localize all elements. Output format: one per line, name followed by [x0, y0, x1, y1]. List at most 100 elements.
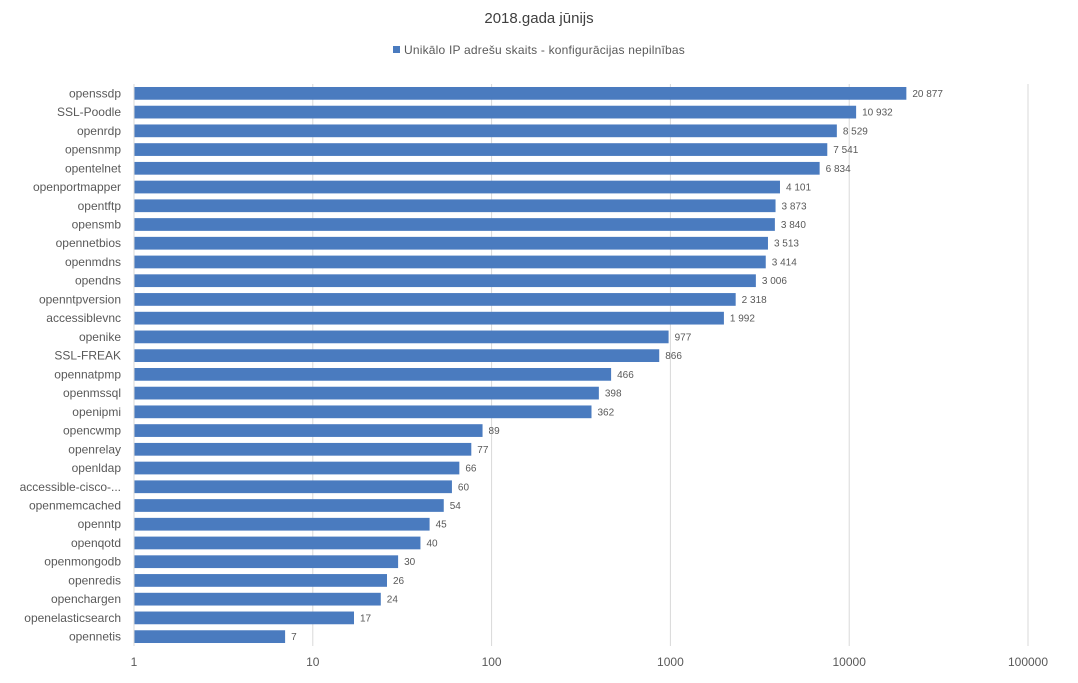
bar	[134, 592, 381, 606]
bar	[134, 517, 430, 531]
category-label: openmssql	[63, 386, 121, 400]
data-label: 54	[450, 501, 462, 512]
category-label: openrelay	[68, 442, 121, 456]
bar	[134, 180, 780, 194]
category-label: openrdp	[77, 124, 121, 138]
bar	[134, 442, 472, 456]
x-tick-label: 1	[131, 655, 138, 669]
category-label: openelasticsearch	[24, 611, 121, 625]
category-label: opensmb	[72, 218, 122, 232]
data-label: 45	[436, 520, 448, 531]
data-label: 40	[426, 538, 438, 549]
legend-swatch	[393, 46, 400, 53]
bar	[134, 86, 907, 100]
bar	[134, 424, 483, 437]
data-label: 3 414	[772, 257, 797, 268]
category-label: openldap	[72, 461, 122, 475]
bar	[134, 330, 669, 344]
data-label: 89	[489, 426, 501, 437]
category-label: accessiblevnc	[46, 311, 121, 325]
legend: Unikālo IP adrešu skaits - konfigurācija…	[0, 43, 1078, 57]
category-label: SSL-Poodle	[57, 105, 121, 119]
data-label: 10 932	[862, 108, 893, 119]
category-label: openike	[79, 330, 121, 344]
category-label: accessible-cisco-...	[20, 480, 121, 494]
bar	[134, 124, 837, 138]
category-label: opensnmp	[65, 143, 121, 157]
chart-title: 2018.gada jūnijs	[484, 10, 594, 27]
category-label: openipmi	[72, 405, 121, 419]
category-label: opennetbios	[56, 236, 121, 250]
data-label: 7	[291, 632, 297, 643]
data-label: 2 318	[742, 295, 767, 306]
data-label: 3 006	[762, 276, 787, 287]
bar	[134, 405, 592, 419]
bar	[134, 274, 756, 288]
bar	[134, 574, 387, 587]
data-label: 17	[360, 613, 372, 624]
category-label: openchargen	[51, 592, 121, 606]
bar	[134, 611, 355, 625]
data-label: 866	[665, 351, 682, 362]
category-label: opendns	[75, 274, 121, 288]
category-label: opentftp	[78, 199, 122, 213]
data-label: 3 873	[782, 201, 807, 212]
data-label: 398	[605, 389, 622, 400]
category-label: opennatpmp	[54, 367, 121, 381]
bar	[134, 630, 286, 644]
bar	[134, 499, 444, 512]
category-label: SSL-FREAK	[54, 349, 121, 363]
data-label: 24	[387, 595, 399, 606]
category-label: openntpversion	[39, 292, 121, 306]
data-label: 77	[477, 445, 489, 456]
bar	[134, 143, 828, 156]
data-label: 1 992	[730, 314, 755, 325]
category-label: opencwmp	[63, 424, 121, 438]
category-label: openmdns	[65, 255, 121, 269]
bar	[134, 161, 820, 175]
legend-label: Unikālo IP adrešu skaits - konfigurācija…	[404, 43, 685, 57]
category-label: openmongodb	[44, 555, 121, 569]
category-label: openredis	[68, 573, 121, 587]
bar	[134, 105, 857, 119]
bar	[134, 349, 660, 363]
x-tick-label: 10000	[833, 655, 867, 669]
data-label: 30	[404, 557, 416, 568]
data-label: 4 101	[786, 183, 811, 194]
bar	[134, 555, 399, 569]
bar	[134, 311, 724, 325]
bar	[134, 367, 612, 381]
data-label: 26	[393, 576, 405, 587]
bar	[134, 199, 776, 213]
category-label: openssdp	[69, 86, 121, 100]
bar	[134, 293, 736, 306]
data-label: 20 877	[912, 89, 943, 100]
data-label: 8 529	[843, 126, 868, 137]
data-label: 977	[675, 332, 692, 343]
x-tick-label: 1000	[657, 655, 684, 669]
data-label: 3 513	[774, 239, 799, 250]
data-label: 60	[458, 482, 470, 493]
category-label: openmemcached	[29, 499, 121, 513]
bar	[134, 536, 421, 550]
bar	[134, 236, 768, 250]
data-label: 466	[617, 370, 634, 381]
x-tick-label: 100	[482, 655, 502, 669]
data-label: 362	[597, 407, 614, 418]
bar	[134, 461, 460, 475]
category-label: openqotd	[71, 536, 121, 550]
category-label: opennetis	[69, 630, 121, 644]
x-tick-label: 100000	[1008, 655, 1048, 669]
data-label: 3 840	[781, 220, 806, 231]
x-tick-label: 10	[306, 655, 320, 669]
data-label: 6 834	[826, 164, 851, 175]
bar	[134, 255, 766, 269]
data-label: 7 541	[833, 145, 858, 156]
bar	[134, 386, 599, 400]
category-label: opentelnet	[65, 161, 122, 175]
bar	[134, 218, 775, 231]
bar	[134, 480, 452, 494]
category-label: openportmapper	[33, 180, 121, 194]
data-label: 66	[465, 464, 477, 475]
